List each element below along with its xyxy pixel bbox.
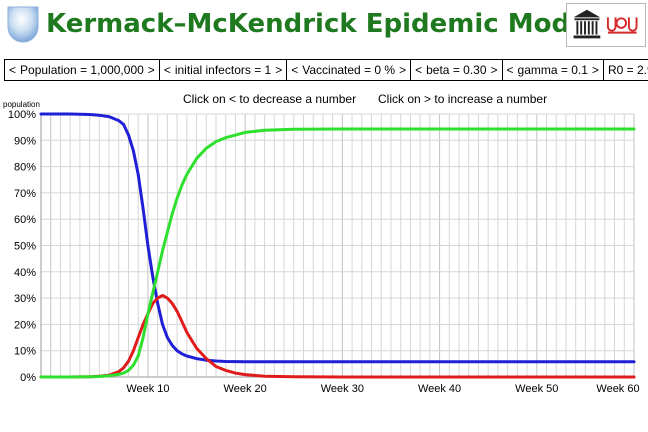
y-tick-label: 100%	[8, 109, 36, 121]
y-tick-labels: 0% 10% 20% 30% 40% 50% 60% 70% 80% 90% 100%	[8, 109, 36, 384]
unesco-logo-icon	[566, 3, 646, 47]
y-tick-label: 30%	[14, 293, 36, 305]
increase-population-button[interactable]: >	[147, 63, 155, 77]
x-tick-label: Week 40	[418, 383, 461, 395]
instruction-decrease: Click on < to decrease a number	[183, 92, 357, 106]
y-tick-label: 10%	[14, 346, 36, 358]
header: Kermack–McKendrick Epidemic Model	[0, 0, 648, 54]
series-line-susceptible	[39, 112, 636, 364]
y-tick-label: 90%	[14, 135, 36, 147]
x-tick-label: Week 10	[126, 383, 169, 395]
control-vaccinated-value: Vaccinated = 0 %	[302, 63, 396, 77]
y-tick-label: 70%	[14, 188, 36, 200]
decrease-initial-infectors-button[interactable]: <	[163, 63, 171, 77]
horizontal-grid	[40, 113, 634, 378]
x-tick-label: Week 30	[321, 383, 364, 395]
y-tick-label: 40%	[14, 267, 36, 279]
y-tick-label: 20%	[14, 319, 36, 331]
control-vaccinated: < Vaccinated = 0 % >	[287, 60, 412, 80]
series-line-infected	[39, 294, 636, 379]
increase-vaccinated-button[interactable]: >	[399, 63, 407, 77]
y-tick-label: 60%	[14, 214, 36, 226]
control-r0-value: R0 = 2.9	[607, 63, 648, 77]
increase-initial-infectors-button[interactable]: >	[275, 63, 283, 77]
instruction-increase: Click on > to increase a number	[378, 92, 548, 106]
y-tick-label: 0%	[20, 372, 36, 384]
x-tick-labels: Week 10 Week 20 Week 30 Week 40 Week 50 Week …	[126, 383, 639, 395]
decrease-population-button[interactable]: <	[9, 63, 17, 77]
series-lines	[39, 112, 636, 379]
y-tick-label: 50%	[14, 241, 36, 253]
y-axis-label: population	[3, 100, 40, 109]
x-tick-label: Week 20	[224, 383, 267, 395]
y-tick-label: 80%	[14, 162, 36, 174]
control-population: < Population = 1,000,000 >	[5, 60, 160, 80]
control-initial-infectors-value: initial infectors = 1	[174, 63, 272, 77]
increase-gamma-button[interactable]: >	[591, 63, 599, 77]
control-gamma: < gamma = 0.1 >	[503, 60, 604, 80]
control-gamma-value: gamma = 0.1	[517, 63, 588, 77]
control-beta-value: beta = 0.30	[426, 63, 487, 77]
page-title: Kermack–McKendrick Epidemic Model	[46, 9, 597, 39]
series-line-recovered	[39, 127, 636, 379]
epidemic-chart: 0% 10% 20% 30% 40% 50% 60% 70% 80% 90% 100% Week 1…	[8, 109, 640, 395]
control-beta: < beta = 0.30 >	[411, 60, 503, 80]
decrease-vaccinated-button[interactable]: <	[291, 63, 299, 77]
x-tick-label: Week 50	[515, 383, 558, 395]
control-r0: R0 = 2.9	[604, 60, 648, 80]
x-tick-label: Week 60	[596, 383, 639, 395]
control-population-value: Population = 1,000,000	[20, 63, 144, 77]
decrease-beta-button[interactable]: <	[415, 63, 423, 77]
open-university-logo-icon	[7, 6, 39, 43]
control-bar: < Population = 1,000,000 > < initial infecto…	[4, 59, 648, 81]
increase-beta-button[interactable]: >	[490, 63, 498, 77]
control-initial-infectors: < initial infectors = 1 >	[160, 60, 288, 80]
decrease-gamma-button[interactable]: <	[506, 63, 514, 77]
